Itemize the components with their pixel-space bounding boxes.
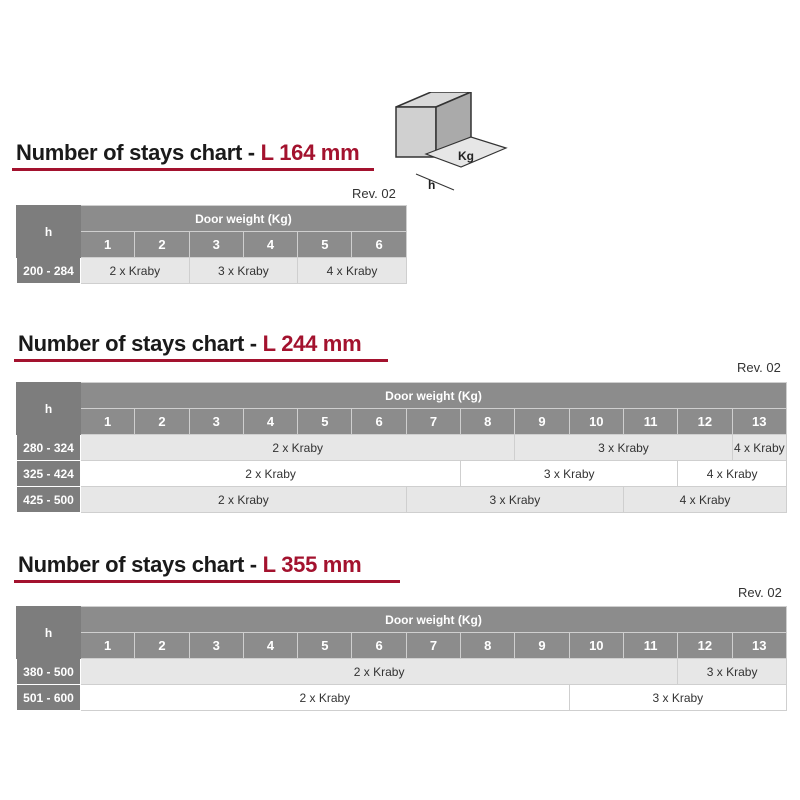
weight-column-header: 3 — [188, 408, 244, 435]
weight-column-header: 10 — [568, 632, 624, 659]
weight-column-header: 2 — [134, 408, 190, 435]
height-range: 380 - 500 — [16, 658, 81, 685]
table-row: 380 - 500 2 x Kraby 3 x Kraby — [16, 658, 788, 685]
stays-count-cell: 4 x Kraby — [677, 460, 788, 487]
stays-count-cell: 2 x Kraby — [79, 434, 516, 461]
weight-column-header: 3 — [188, 632, 244, 659]
stays-count-cell: 4 x Kraby — [297, 257, 407, 284]
weight-column-header: 11 — [622, 408, 679, 435]
h-header: h — [16, 606, 81, 659]
stays-count-cell: 2 x Kraby — [80, 486, 407, 513]
weight-column-header: 1 — [79, 231, 136, 258]
stays-count-cell: 2 x Kraby — [79, 658, 679, 685]
height-range: 325 - 424 — [16, 460, 81, 487]
weight-column-header: 1 — [79, 408, 136, 435]
title-length: L 355 mm — [262, 552, 362, 577]
weight-column-header: 10 — [568, 408, 624, 435]
stays-count-cell: 3 x Kraby — [568, 684, 788, 711]
chart-title: Number of stays chart - L 164 mm — [16, 140, 360, 166]
stays-count-cell: 3 x Kraby — [188, 257, 299, 284]
weight-column-header: 5 — [297, 408, 353, 435]
weight-column-header: 3 — [188, 231, 244, 258]
weight-column-header: 9 — [514, 632, 570, 659]
chart-title: Number of stays chart - L 355 mm — [18, 552, 362, 578]
height-range: 200 - 284 — [16, 257, 81, 284]
stays-count-cell: 3 x Kraby — [405, 486, 624, 513]
weight-column-header: 9 — [514, 408, 570, 435]
revision-label: Rev. 02 — [352, 186, 396, 201]
stays-count-cell: 4 x Kraby — [731, 434, 788, 461]
stays-count-cell: 2 x Kraby — [79, 460, 462, 487]
weight-column-header: 11 — [622, 632, 679, 659]
weight-column-header: 13 — [731, 632, 788, 659]
weight-column-header: 1 — [79, 632, 136, 659]
title-underline — [12, 168, 374, 171]
table-row: 425 - 500 2 x Kraby 3 x Kraby 4 x Kraby — [16, 486, 788, 513]
weight-column-header: 2 — [134, 632, 190, 659]
weight-column-header: 13 — [731, 408, 788, 435]
title-text: Number of stays chart - — [18, 552, 263, 577]
door-weight-header: Door weight (Kg) — [79, 382, 788, 409]
cabinet-diagram-icon: Kg h — [395, 92, 508, 192]
height-range: 425 - 500 — [16, 486, 81, 513]
door-weight-header: Door weight (Kg) — [80, 205, 407, 232]
table-row: 325 - 424 2 x Kraby 3 x Kraby 4 x Kraby — [16, 460, 788, 487]
weight-column-header: 12 — [677, 632, 733, 659]
stays-table: h Door weight (Kg) 1 2 3 4 5 6 7 8 9 10 11 12 13 280 - … — [16, 382, 788, 513]
stays-count-cell: 2 x Kraby — [80, 257, 190, 284]
weight-column-header: 6 — [351, 231, 407, 258]
weight-column-header: 4 — [242, 632, 299, 659]
height-range: 501 - 600 — [16, 684, 81, 711]
title-text: Number of stays chart - — [18, 331, 263, 356]
weight-column-header: 8 — [460, 408, 516, 435]
weight-column-header: 5 — [297, 231, 353, 258]
table-row: 501 - 600 2 x Kraby 3 x Kraby — [16, 684, 788, 711]
stays-table: h Door weight (Kg) 1 2 3 4 5 6 7 8 9 10 11 12 13 380 - … — [16, 606, 788, 711]
title-underline — [14, 580, 400, 583]
h-header: h — [16, 205, 81, 258]
revision-label: Rev. 02 — [738, 585, 782, 600]
weight-column-header: 12 — [677, 408, 733, 435]
chart-title: Number of stays chart - L 244 mm — [18, 331, 362, 357]
title-underline — [14, 359, 388, 362]
h-header: h — [16, 382, 81, 435]
weight-column-header: 8 — [460, 632, 516, 659]
stays-count-cell: 4 x Kraby — [622, 486, 788, 513]
weight-label: Kg — [458, 149, 474, 163]
height-label: h — [428, 178, 435, 192]
title-length: L 244 mm — [262, 331, 362, 356]
title-text: Number of stays chart - — [16, 140, 261, 165]
table-row: 280 - 324 2 x Kraby 3 x Kraby 4 x Kraby — [16, 434, 788, 461]
weight-column-header: 4 — [242, 408, 299, 435]
weight-column-header: 4 — [242, 231, 299, 258]
stays-count-cell: 3 x Kraby — [460, 460, 679, 487]
stays-count-cell: 2 x Kraby — [80, 684, 570, 711]
weight-column-header: 6 — [351, 632, 407, 659]
height-range: 280 - 324 — [16, 434, 81, 461]
title-length: L 164 mm — [260, 140, 360, 165]
weight-column-header: 2 — [134, 231, 190, 258]
weight-column-header: 6 — [351, 408, 407, 435]
weight-column-header: 5 — [297, 632, 353, 659]
stays-table: h Door weight (Kg) 1 2 3 4 5 6 200 - 284 2 x Krab… — [16, 205, 407, 284]
door-weight-header: Door weight (Kg) — [79, 606, 788, 633]
table-row: 200 - 284 2 x Kraby 3 x Kraby 4 x Kraby — [16, 257, 407, 284]
stays-count-cell: 3 x Kraby — [514, 434, 733, 461]
revision-label: Rev. 02 — [737, 360, 781, 375]
stays-count-cell: 3 x Kraby — [677, 658, 788, 685]
weight-column-header: 7 — [405, 632, 462, 659]
weight-column-header: 7 — [405, 408, 462, 435]
